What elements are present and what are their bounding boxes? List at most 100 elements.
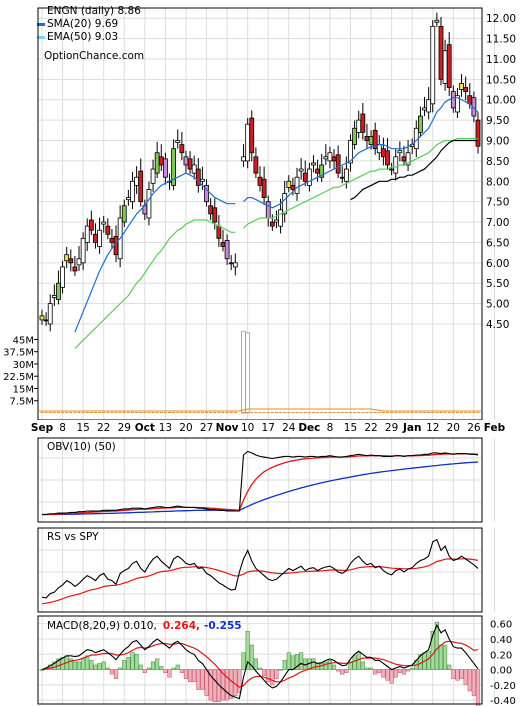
- volume-bar: [344, 412, 348, 413]
- macd-histogram-bar: [52, 661, 57, 670]
- volume-bar: [406, 412, 410, 413]
- volume-bar: [377, 412, 381, 413]
- price-tick-label: 12.00: [486, 13, 516, 25]
- macd-histogram-bar: [286, 652, 291, 670]
- candle-body: [471, 97, 477, 117]
- volume-bar: [221, 412, 225, 413]
- volume-bar: [373, 412, 377, 413]
- volume-bar: [245, 332, 251, 414]
- volume-bar: [295, 412, 299, 413]
- macd-histogram-bar: [163, 669, 168, 673]
- candle-body: [47, 303, 53, 325]
- price-tick-label: 7.00: [486, 217, 509, 229]
- macd-histogram-bar: [299, 652, 304, 670]
- volume-bar: [180, 412, 184, 413]
- candle-body: [434, 19, 440, 23]
- candle-body: [146, 189, 152, 219]
- volume-bar: [143, 412, 147, 413]
- macd-histogram-bar: [348, 661, 353, 670]
- price-tick-label: 10.50: [486, 74, 516, 86]
- macd-histogram-bar: [323, 661, 328, 670]
- candle-body: [125, 197, 131, 201]
- volume-bar: [427, 412, 431, 413]
- volume-bar: [447, 412, 451, 413]
- candle-body: [360, 113, 366, 133]
- volume-bar: [130, 412, 134, 413]
- volume-bar: [44, 412, 48, 413]
- candle-body: [380, 148, 386, 158]
- volume-bar: [287, 412, 291, 413]
- volume-bar: [233, 412, 237, 413]
- candle-body: [298, 168, 304, 172]
- volume-bar: [69, 412, 73, 413]
- date-tick-label: 24: [282, 422, 296, 434]
- macd-histogram-bar: [331, 664, 337, 670]
- panel-frame: [37, 527, 483, 613]
- volume-bar: [307, 412, 311, 413]
- macd-histogram-bar: [274, 669, 279, 680]
- volume-bar: [102, 412, 106, 413]
- macd-histogram-bar: [76, 661, 82, 670]
- candle-body: [56, 282, 61, 300]
- volume-bar: [147, 412, 151, 413]
- candle-body: [249, 117, 255, 154]
- macd-tick-label: 0.40: [490, 635, 512, 646]
- macd-histogram-bar: [187, 669, 193, 683]
- macd-histogram-bar: [327, 660, 333, 670]
- candle-body: [274, 219, 279, 223]
- candle-body: [306, 168, 312, 186]
- candle-body: [72, 266, 78, 272]
- macd-histogram-bar: [410, 667, 415, 670]
- macd-histogram-bar: [344, 669, 349, 673]
- price-tick-label: 8.00: [486, 176, 509, 188]
- volume-bar: [398, 412, 402, 413]
- volume-bar: [93, 412, 97, 413]
- candle-body: [352, 127, 358, 145]
- macd-histogram-bar: [241, 652, 246, 670]
- date-tick-label: 27: [200, 422, 213, 434]
- macd-histogram-bar: [118, 667, 123, 670]
- candle-body: [463, 87, 469, 92]
- macd-histogram-bar: [360, 661, 365, 670]
- candle-body: [101, 221, 107, 225]
- candle-body: [323, 156, 329, 160]
- macd-histogram-bar: [142, 669, 147, 673]
- macd-histogram-bar: [257, 667, 263, 670]
- macd-histogram-bar: [56, 658, 61, 670]
- volume-bar: [394, 412, 398, 413]
- candle-body: [162, 158, 168, 178]
- volume-bar: [217, 412, 221, 413]
- candle-body: [158, 156, 164, 166]
- candle-body: [220, 242, 226, 247]
- candle-body: [397, 150, 403, 154]
- macd-histogram-bar: [93, 664, 98, 670]
- macd-histogram-bar: [220, 669, 226, 701]
- candle-body: [232, 262, 238, 268]
- volume-bar: [270, 412, 274, 413]
- candle-body: [241, 156, 246, 162]
- macd-histogram-bar: [426, 650, 431, 670]
- volume-bar: [77, 412, 81, 413]
- price-tick-label: 6.00: [486, 258, 509, 270]
- macd-histogram-bar: [150, 661, 156, 670]
- volume-bar: [48, 412, 52, 413]
- macd-histogram-bar: [200, 669, 205, 690]
- volume-bar: [340, 412, 344, 413]
- volume-bar: [85, 412, 89, 413]
- volume-tick-label: 45M: [13, 335, 34, 346]
- date-tick-label: 26: [467, 422, 481, 434]
- price-tick-label: 10.00: [486, 95, 516, 107]
- candle-body: [224, 240, 230, 260]
- macd-histogram-bar: [455, 669, 460, 681]
- candle-body: [228, 262, 234, 265]
- volume-bar: [254, 412, 258, 413]
- candle-body: [335, 154, 341, 174]
- volume-bar: [291, 412, 295, 413]
- plot-background: [38, 8, 482, 420]
- rs-average-line: [41, 558, 479, 605]
- macd-histogram-bar: [368, 667, 374, 670]
- macd-histogram-bar: [212, 669, 217, 703]
- legend-entry: ENGN (daily) 8.86: [47, 5, 141, 17]
- macd-histogram-bar: [438, 644, 444, 670]
- legend-swatch: [37, 36, 45, 39]
